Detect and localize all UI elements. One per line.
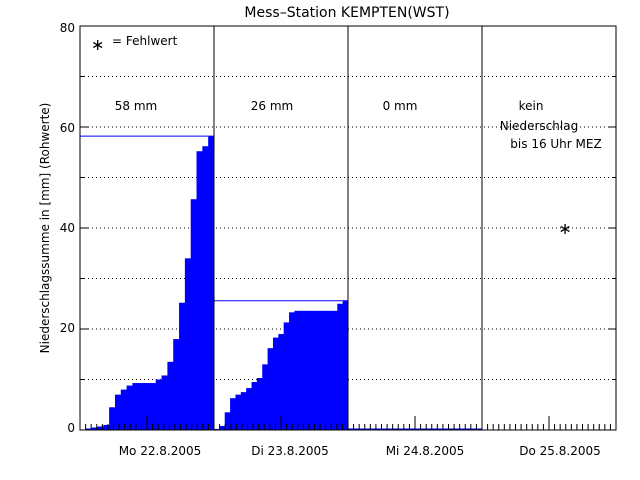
precip-bar xyxy=(398,428,405,430)
precip-bar xyxy=(283,322,290,430)
precip-bar xyxy=(184,258,192,430)
precip-bar xyxy=(459,428,466,430)
precip-bar xyxy=(348,428,355,430)
precip-bar xyxy=(409,428,416,430)
precip-bar xyxy=(149,383,157,430)
x-tick-label: Mo 22.8.2005 xyxy=(119,444,202,458)
precip-bar xyxy=(278,334,285,430)
legend-symbol: ∗ xyxy=(91,35,104,54)
precip-bar xyxy=(415,428,422,430)
precip-bar xyxy=(342,300,349,430)
precip-bar xyxy=(161,375,168,430)
precip-bar xyxy=(202,146,209,430)
precip-bar xyxy=(326,310,333,430)
precip-bar xyxy=(470,428,477,430)
day-total-lines xyxy=(80,135,348,302)
precip-bar xyxy=(437,428,444,430)
precip-bar xyxy=(370,428,377,430)
precip-bar xyxy=(103,424,110,430)
precip-bar xyxy=(353,428,360,430)
y-tick-label: 40 xyxy=(60,221,75,235)
precip-bar xyxy=(246,388,253,430)
precip-bar xyxy=(305,310,311,430)
precip-bar xyxy=(267,348,274,430)
precip-bar xyxy=(138,383,145,430)
y-tick-label: 0 xyxy=(67,421,75,435)
precip-bar xyxy=(224,412,231,430)
precip-bar xyxy=(442,428,449,430)
precip-bar xyxy=(256,377,263,430)
precip-bar xyxy=(337,303,344,430)
y-tick-label: 60 xyxy=(60,121,75,135)
legend-text: = Fehlwert xyxy=(112,34,178,48)
precip-bar xyxy=(144,383,151,430)
precip-bar xyxy=(179,302,186,430)
precip-bar xyxy=(132,383,139,430)
x-tick-label: Di 23.8.2005 xyxy=(251,444,328,458)
day-total-label: 26 mm xyxy=(251,99,293,113)
precip-bar xyxy=(262,364,269,430)
x-tick-label: Do 25.8.2005 xyxy=(519,444,600,458)
y-tick-label: 80 xyxy=(60,21,75,35)
precip-bar xyxy=(173,339,180,430)
precip-bar xyxy=(448,428,455,430)
precip-bar xyxy=(235,394,242,430)
y-tick-label: 20 xyxy=(60,321,75,335)
y-tick-labels: 0 20 40 60 80 xyxy=(60,21,75,435)
precip-bar xyxy=(420,428,427,430)
precip-bar xyxy=(331,310,338,430)
axes xyxy=(79,25,617,431)
precip-bar xyxy=(403,428,410,430)
precip-bar xyxy=(315,310,322,430)
precip-bar xyxy=(167,361,174,430)
precip-bar xyxy=(476,428,483,430)
precip-bar xyxy=(431,428,438,430)
precip-bar xyxy=(190,199,198,430)
y-axis-label: Niederschlagssumme in [mm] (Rohwerte) xyxy=(38,103,52,354)
precip-bar xyxy=(454,428,461,430)
precip-bar xyxy=(392,428,399,430)
note-line: kein xyxy=(519,99,544,113)
chart-title: Mess–Station KEMPTEN(WST) xyxy=(244,5,449,21)
note-line: Niederschlag xyxy=(500,119,578,133)
precip-bar xyxy=(120,389,128,430)
day-total-label: 58 mm xyxy=(115,99,157,113)
note-line: bis 16 Uhr MEZ xyxy=(510,137,601,151)
missing-value-marker: ∗ xyxy=(558,219,571,238)
precip-bar xyxy=(364,428,371,430)
day-total-label: 0 mm xyxy=(383,99,418,113)
precip-bar xyxy=(321,310,328,430)
precip-bar xyxy=(208,136,215,430)
precip-bar xyxy=(214,428,220,430)
precip-bar xyxy=(375,428,382,430)
precip-bar xyxy=(240,392,247,431)
precip-bar xyxy=(426,428,433,430)
precip-bar xyxy=(85,428,93,430)
precip-bar xyxy=(196,151,203,431)
bar-group xyxy=(85,136,483,431)
precip-bar xyxy=(289,312,295,430)
precip-bar xyxy=(387,428,394,430)
precip-bar xyxy=(109,407,116,430)
precip-bar xyxy=(230,398,236,430)
precip-bar xyxy=(310,310,317,430)
precip-bar xyxy=(359,428,366,430)
precip-bar xyxy=(91,427,98,430)
precip-bar xyxy=(114,394,122,430)
precip-bar xyxy=(272,337,279,430)
precip-bar xyxy=(294,310,301,430)
precip-bar xyxy=(251,382,258,430)
precip-bar xyxy=(97,426,104,430)
precip-bar xyxy=(465,428,472,430)
precip-bar xyxy=(155,379,163,430)
x-tick-label: Mi 24.8.2005 xyxy=(386,444,465,458)
precip-bar xyxy=(381,428,388,430)
precip-bar xyxy=(126,385,133,430)
precip-bar xyxy=(299,310,306,430)
precip-bar xyxy=(219,425,226,430)
